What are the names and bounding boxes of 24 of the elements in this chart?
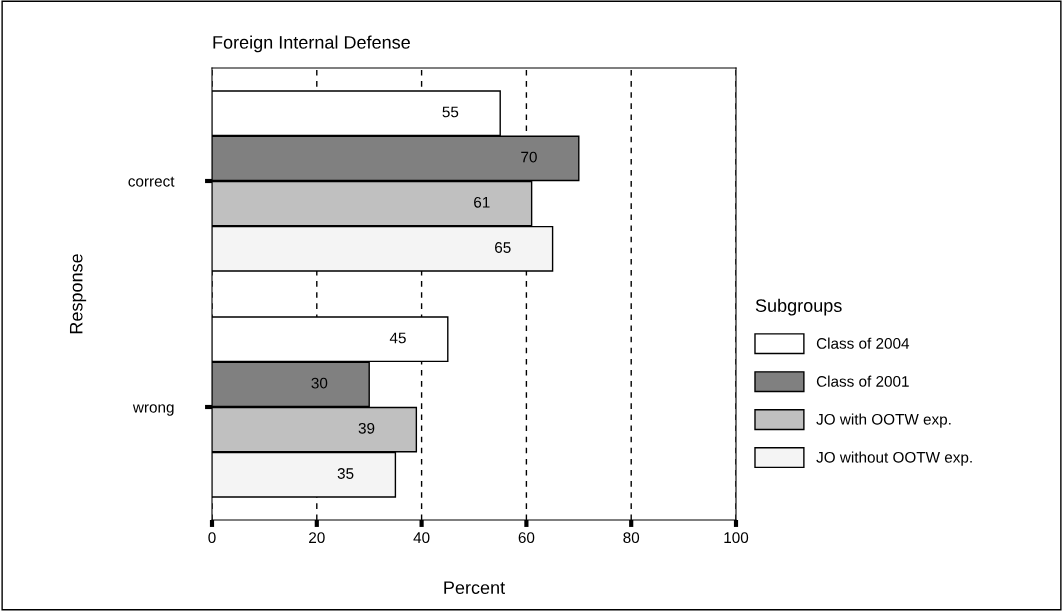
x-tick-label: 20: [309, 532, 325, 544]
data-label: 55: [442, 106, 459, 118]
y-tick-label: correct: [128, 176, 175, 187]
x-tick-label: 40: [413, 532, 430, 544]
chart-title: Foreign Internal Defense: [213, 35, 410, 53]
data-label: 35: [337, 468, 354, 479]
data-label: 30: [311, 377, 328, 389]
legend-title: Subgroups: [755, 298, 842, 316]
data-label: 39: [358, 422, 375, 434]
x-tick-label: 100: [724, 532, 749, 544]
x-tick-label: 60: [518, 532, 535, 544]
data-label: 70: [521, 151, 537, 163]
legend-label: Class of 2004: [816, 337, 910, 349]
legend-label: Class of 2001: [816, 375, 909, 387]
x-tick-label: 0: [208, 532, 216, 544]
legend-label: JO without OOTW exp.: [816, 451, 972, 466]
legend-label: JO with OOTW exp.: [816, 413, 951, 428]
y-axis-title: Response: [69, 254, 87, 334]
data-label: 45: [389, 332, 406, 344]
x-tick-label: 80: [623, 532, 640, 544]
x-axis-title: Percent: [444, 581, 505, 595]
data-label: 61: [474, 196, 490, 208]
data-label: 65: [495, 242, 511, 253]
y-tick-label: wrong: [132, 404, 174, 416]
